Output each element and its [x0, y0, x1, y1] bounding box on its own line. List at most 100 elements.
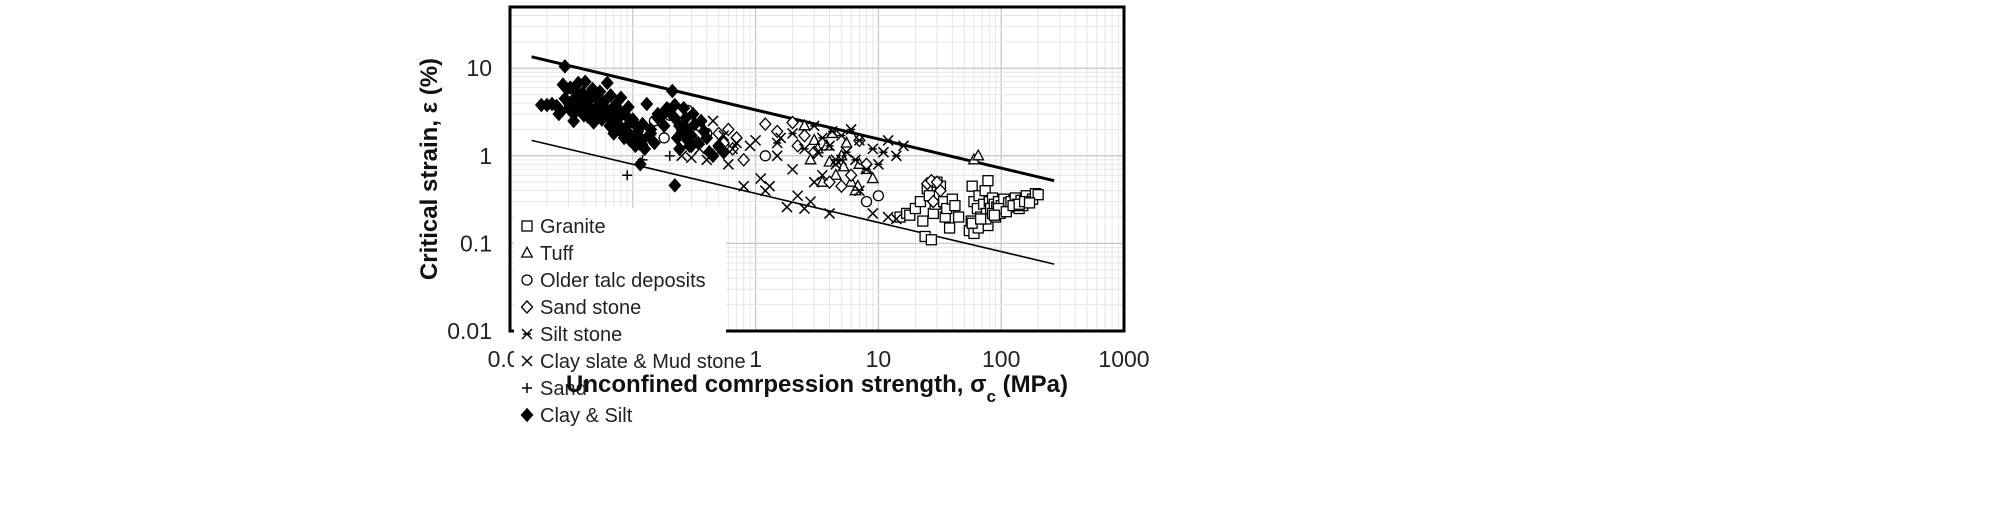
data-point	[934, 183, 947, 198]
legend-label: Tuff	[540, 243, 574, 265]
data-point	[771, 150, 783, 162]
data-point	[593, 84, 607, 99]
x-tick-label: 100	[982, 346, 1020, 372]
data-point	[890, 213, 902, 225]
data-point	[750, 134, 762, 146]
data-point	[633, 157, 647, 172]
legend-label: Clay slate & Mud stone	[540, 351, 746, 373]
data-point	[835, 154, 847, 166]
data-point	[640, 96, 654, 112]
data-point	[614, 90, 628, 106]
y-axis-title: Critical strain, ε (%)	[416, 58, 443, 280]
legend-item: Sand	[522, 378, 587, 400]
data-point	[673, 141, 686, 157]
legend-marker	[522, 383, 532, 393]
data-point	[966, 180, 978, 192]
data-point	[851, 179, 865, 191]
y-tick-label: 0.01	[447, 318, 492, 344]
data-point	[798, 143, 810, 155]
data-point	[798, 128, 811, 143]
data-point	[982, 175, 994, 187]
legend-marker	[520, 245, 534, 258]
x-axis-title-subscript: c	[987, 387, 996, 406]
data-point	[952, 211, 965, 223]
data-point	[721, 122, 735, 137]
data-point	[824, 207, 836, 219]
y-tick-label: 0.1	[460, 230, 492, 256]
data-point	[1023, 197, 1036, 209]
data-point	[917, 215, 929, 227]
data-point	[804, 152, 817, 165]
legend-label: Clay & Silt	[540, 405, 633, 427]
data-point	[925, 234, 938, 246]
data-point	[636, 133, 649, 148]
data-point	[759, 150, 771, 162]
data-point	[722, 158, 734, 170]
data-point	[988, 209, 1001, 221]
data-point	[853, 134, 865, 146]
data-point	[604, 88, 618, 103]
data-point	[804, 196, 817, 208]
data-point	[718, 130, 730, 142]
legend-background	[514, 208, 726, 430]
data-point	[599, 102, 612, 117]
data-point	[706, 148, 720, 164]
data-point	[620, 118, 634, 134]
legend-marker	[520, 300, 534, 314]
data-point	[849, 154, 861, 166]
legend-item: Sand stone	[520, 297, 641, 319]
legend-item: Tuff	[520, 243, 574, 265]
data-point	[1032, 189, 1044, 201]
series-clay-silt	[534, 59, 731, 193]
legend: Granite Tuff Older talc deposits Sand stone…	[514, 208, 746, 430]
data-point	[845, 123, 857, 135]
legend-label: Sand	[540, 378, 587, 400]
data-point	[631, 120, 645, 135]
data-point	[860, 163, 873, 175]
legend-label: Granite	[540, 216, 606, 238]
data-point	[626, 130, 640, 146]
legend-label: Older talc deposits	[540, 270, 706, 292]
data-point	[867, 143, 879, 155]
data-point	[737, 152, 751, 167]
data-point	[844, 168, 858, 183]
data-point	[835, 179, 848, 194]
legend-label: Silt stone	[540, 324, 622, 346]
data-point	[927, 207, 939, 220]
data-point	[622, 170, 633, 181]
data-point	[872, 158, 884, 170]
data-point	[621, 99, 635, 115]
lower-bound-line	[531, 139, 1055, 265]
data-point	[860, 195, 873, 208]
data-point	[914, 195, 927, 208]
data-point	[664, 150, 675, 161]
data-point	[731, 137, 743, 149]
data-point	[807, 145, 821, 160]
data-point	[837, 159, 850, 172]
data-point	[882, 134, 894, 146]
x-tick-label: 1000	[1098, 346, 1149, 372]
data-point	[700, 130, 714, 146]
data-point	[781, 201, 793, 213]
data-point	[658, 132, 670, 144]
data-point	[853, 185, 865, 197]
data-point	[764, 180, 776, 192]
data-point	[943, 222, 956, 234]
data-point	[717, 144, 731, 160]
data-point	[829, 168, 843, 180]
y-tick-label: 10	[466, 55, 492, 81]
data-point	[600, 75, 614, 91]
data-point	[668, 178, 682, 193]
x-axis-title-unit: (MPa)	[996, 371, 1068, 398]
x-axis-title-main: Unconfined comrpession strength, σ	[566, 371, 986, 398]
legend-item: Granite	[521, 216, 606, 238]
data-point	[685, 152, 697, 164]
data-point	[840, 146, 853, 158]
data-point	[786, 115, 799, 130]
data-point	[787, 163, 799, 175]
data-point	[595, 112, 609, 127]
data-point	[554, 104, 568, 119]
data-point	[791, 138, 805, 153]
legend-label: Sand stone	[540, 297, 641, 319]
